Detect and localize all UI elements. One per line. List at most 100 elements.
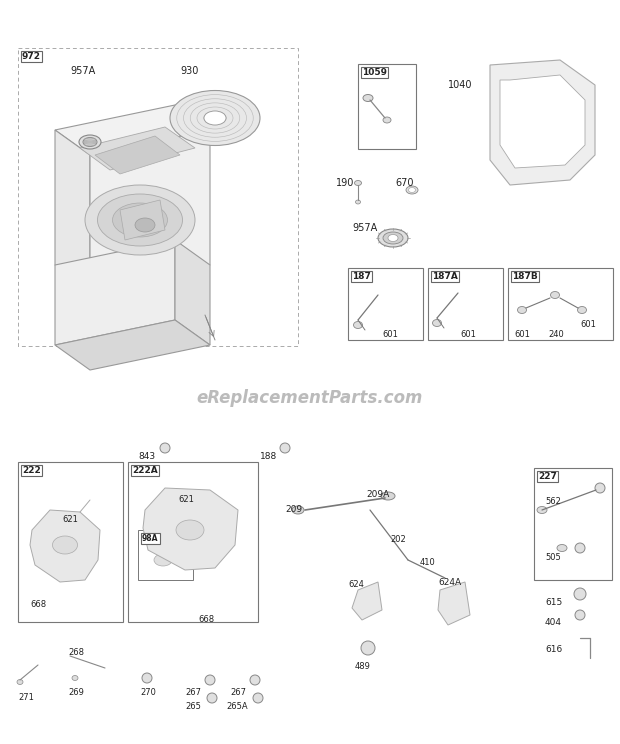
Text: 668: 668 [30, 600, 46, 609]
Ellipse shape [363, 94, 373, 101]
Text: 270: 270 [140, 688, 156, 697]
Text: 265A: 265A [226, 702, 247, 711]
Text: 624: 624 [348, 580, 364, 589]
Ellipse shape [154, 554, 172, 566]
Text: 267: 267 [230, 688, 246, 697]
Text: 410: 410 [420, 558, 436, 567]
Polygon shape [352, 582, 382, 620]
Text: eReplacementParts.com: eReplacementParts.com [197, 389, 423, 407]
Text: 616: 616 [545, 645, 562, 654]
Text: 624A: 624A [438, 578, 461, 587]
Text: 265: 265 [185, 702, 201, 711]
Text: 843: 843 [138, 452, 155, 461]
Text: 621: 621 [178, 495, 194, 504]
Text: 930: 930 [180, 66, 198, 76]
Text: 505: 505 [545, 553, 560, 562]
Circle shape [250, 675, 260, 685]
Circle shape [142, 673, 152, 683]
Polygon shape [500, 75, 585, 168]
Bar [138, 530, 193, 580]
Text: 601: 601 [382, 330, 398, 339]
Ellipse shape [176, 520, 204, 540]
Text: 187B: 187B [512, 272, 538, 281]
Text: 209: 209 [285, 505, 302, 514]
Ellipse shape [292, 506, 304, 514]
Circle shape [253, 693, 263, 703]
Text: 601: 601 [460, 330, 476, 339]
Text: 240: 240 [548, 330, 564, 339]
Ellipse shape [97, 194, 182, 246]
Ellipse shape [355, 200, 360, 204]
Polygon shape [55, 105, 210, 155]
Circle shape [361, 641, 375, 655]
Text: 187: 187 [352, 272, 371, 281]
Text: 202: 202 [390, 535, 405, 544]
Bar [358, 64, 416, 149]
Text: 404: 404 [545, 618, 562, 627]
Ellipse shape [112, 203, 167, 237]
Circle shape [160, 443, 170, 453]
Text: 1059: 1059 [362, 68, 387, 77]
Text: 187A: 187A [432, 272, 458, 281]
Ellipse shape [17, 679, 23, 684]
Bar [508, 268, 613, 340]
Polygon shape [55, 130, 90, 290]
Polygon shape [90, 130, 210, 290]
Bar [18, 48, 298, 346]
Ellipse shape [85, 185, 195, 255]
Ellipse shape [378, 229, 408, 247]
Text: 957A: 957A [70, 66, 95, 76]
Text: 222: 222 [22, 466, 41, 475]
Polygon shape [55, 240, 175, 345]
Text: 269: 269 [68, 688, 84, 697]
Circle shape [575, 543, 585, 553]
Text: 601: 601 [580, 320, 596, 329]
Ellipse shape [83, 138, 97, 147]
Circle shape [595, 483, 605, 493]
Text: 188: 188 [260, 452, 277, 461]
Ellipse shape [79, 135, 101, 149]
Ellipse shape [551, 292, 559, 298]
Bar [534, 468, 612, 580]
Polygon shape [30, 510, 100, 582]
Text: 268: 268 [68, 648, 84, 657]
Text: 98A: 98A [142, 534, 159, 543]
Ellipse shape [406, 186, 418, 194]
Bar [128, 462, 258, 622]
Bar [428, 268, 503, 340]
Ellipse shape [388, 234, 398, 242]
Ellipse shape [135, 218, 155, 232]
Polygon shape [80, 127, 195, 170]
Text: 957A: 957A [352, 223, 377, 233]
Text: 621: 621 [62, 515, 78, 524]
Text: 1040: 1040 [448, 80, 472, 90]
Text: 668: 668 [198, 615, 214, 624]
Polygon shape [95, 136, 180, 174]
Text: 562: 562 [545, 497, 561, 506]
Ellipse shape [72, 676, 78, 681]
Polygon shape [175, 240, 210, 345]
Ellipse shape [537, 507, 547, 513]
Ellipse shape [355, 181, 361, 185]
Polygon shape [120, 200, 165, 240]
Text: 227: 227 [538, 472, 557, 481]
Text: 267: 267 [185, 688, 201, 697]
Ellipse shape [383, 232, 403, 244]
Text: 190: 190 [336, 178, 355, 188]
Circle shape [205, 675, 215, 685]
Text: 271: 271 [18, 693, 34, 702]
Ellipse shape [170, 91, 260, 146]
Text: 222A: 222A [132, 466, 157, 475]
Circle shape [575, 610, 585, 620]
Text: 489: 489 [355, 662, 371, 671]
Text: 601: 601 [514, 330, 530, 339]
Bar [348, 268, 423, 340]
Ellipse shape [518, 307, 526, 313]
Circle shape [280, 443, 290, 453]
Circle shape [574, 588, 586, 600]
Circle shape [207, 693, 217, 703]
Ellipse shape [383, 117, 391, 123]
Ellipse shape [53, 536, 78, 554]
Ellipse shape [557, 545, 567, 551]
Text: 209A: 209A [366, 490, 389, 499]
